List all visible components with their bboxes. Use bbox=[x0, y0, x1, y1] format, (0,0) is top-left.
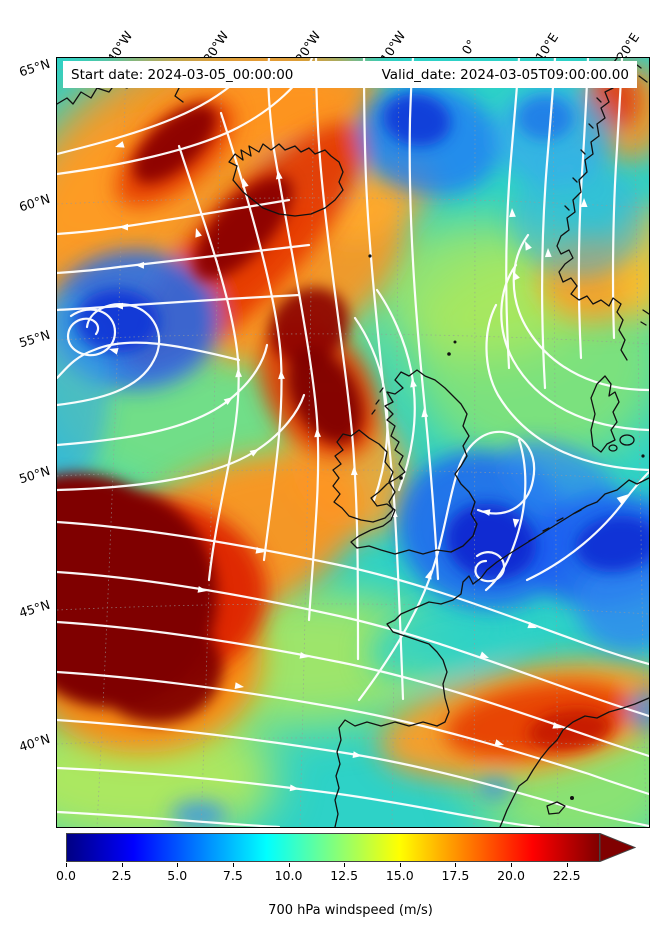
colorbar-tick-mark bbox=[66, 863, 67, 867]
colorbar-tick-mark bbox=[566, 863, 568, 867]
colorbar-tick-label: 10.0 bbox=[274, 868, 303, 883]
coast-zealand bbox=[619, 434, 635, 446]
coast-norway bbox=[556, 58, 628, 361]
colorbar-tick-label: 7.5 bbox=[222, 868, 243, 883]
colorbar-extend-arrow bbox=[600, 833, 636, 862]
colorbar-tick-mark bbox=[511, 863, 512, 867]
coast-wadden-isles bbox=[528, 509, 582, 542]
colorbar-tick-mark bbox=[177, 863, 179, 867]
colorbar-tick-label: 5.0 bbox=[167, 868, 188, 883]
map-panel bbox=[56, 57, 650, 828]
coast-ireland bbox=[332, 429, 396, 523]
colorbar-tick-mark bbox=[344, 863, 346, 867]
coast-hebrides bbox=[371, 387, 384, 415]
left-axis-tick-label: 45°N bbox=[17, 596, 53, 621]
coastlines-layer bbox=[57, 58, 649, 827]
colorbar-tick-mark bbox=[455, 863, 457, 867]
coast-mediterranean bbox=[499, 697, 649, 827]
colorbar-label: 700 hPa windspeed (m/s) bbox=[268, 903, 433, 918]
coast-orkney bbox=[447, 352, 451, 356]
valid-date-text: Valid_date: 2024-03-05T09:00:00.00 bbox=[381, 66, 629, 83]
colorbar-tick-label: 20.0 bbox=[497, 868, 525, 883]
coast-great-britain bbox=[350, 369, 478, 555]
colorbar-tick-label: 22.5 bbox=[552, 868, 581, 883]
coast-menorca bbox=[570, 796, 574, 800]
coast-iceland bbox=[228, 143, 344, 217]
coast-isle-of-man bbox=[399, 476, 403, 480]
left-axis-tick-label: 55°N bbox=[17, 326, 53, 351]
colorbar-tick-mark bbox=[288, 863, 290, 867]
colorbar-tick-mark bbox=[232, 863, 234, 867]
left-axis-tick-label: 50°N bbox=[17, 462, 53, 487]
start-date-text: Start date: 2024-03-05_00:00:00 bbox=[71, 66, 294, 83]
colorbar-tick-mark bbox=[399, 863, 401, 867]
left-axis-tick-label: 40°N bbox=[17, 730, 53, 755]
coast-spain-north-portugal bbox=[334, 719, 438, 827]
wind-field-layer bbox=[57, 58, 649, 827]
coast-mallorca bbox=[546, 801, 566, 815]
left-axis-tick-label: 65°N bbox=[17, 55, 53, 80]
streamlines-layer bbox=[57, 58, 649, 827]
colorbar-tick-label: 17.5 bbox=[441, 868, 470, 883]
coast-sweden-baltic-bits bbox=[640, 309, 649, 326]
coast-shetland bbox=[453, 340, 457, 344]
coast-denmark bbox=[590, 375, 620, 453]
colorbar-tick-mark bbox=[121, 863, 123, 867]
coast-france-west bbox=[386, 575, 474, 727]
coast-faroe bbox=[368, 254, 372, 258]
colorbar-tick-label: 12.5 bbox=[330, 868, 359, 883]
colorbar-tick-label: 2.5 bbox=[111, 868, 132, 883]
left-axis-tick-label: 60°N bbox=[17, 190, 53, 215]
coast-funen bbox=[608, 444, 618, 452]
top-axis-tick-label: 0° bbox=[458, 36, 479, 57]
title-band: Start date: 2024-03-05_00:00:00 Valid_da… bbox=[63, 61, 637, 88]
map-canvas bbox=[57, 58, 649, 827]
colorbar-tick-label: 15.0 bbox=[385, 868, 414, 883]
colorbar-gradient bbox=[66, 833, 600, 862]
coast-baltic-german bbox=[472, 477, 649, 585]
colorbar-tick-label: 0.0 bbox=[56, 868, 76, 883]
